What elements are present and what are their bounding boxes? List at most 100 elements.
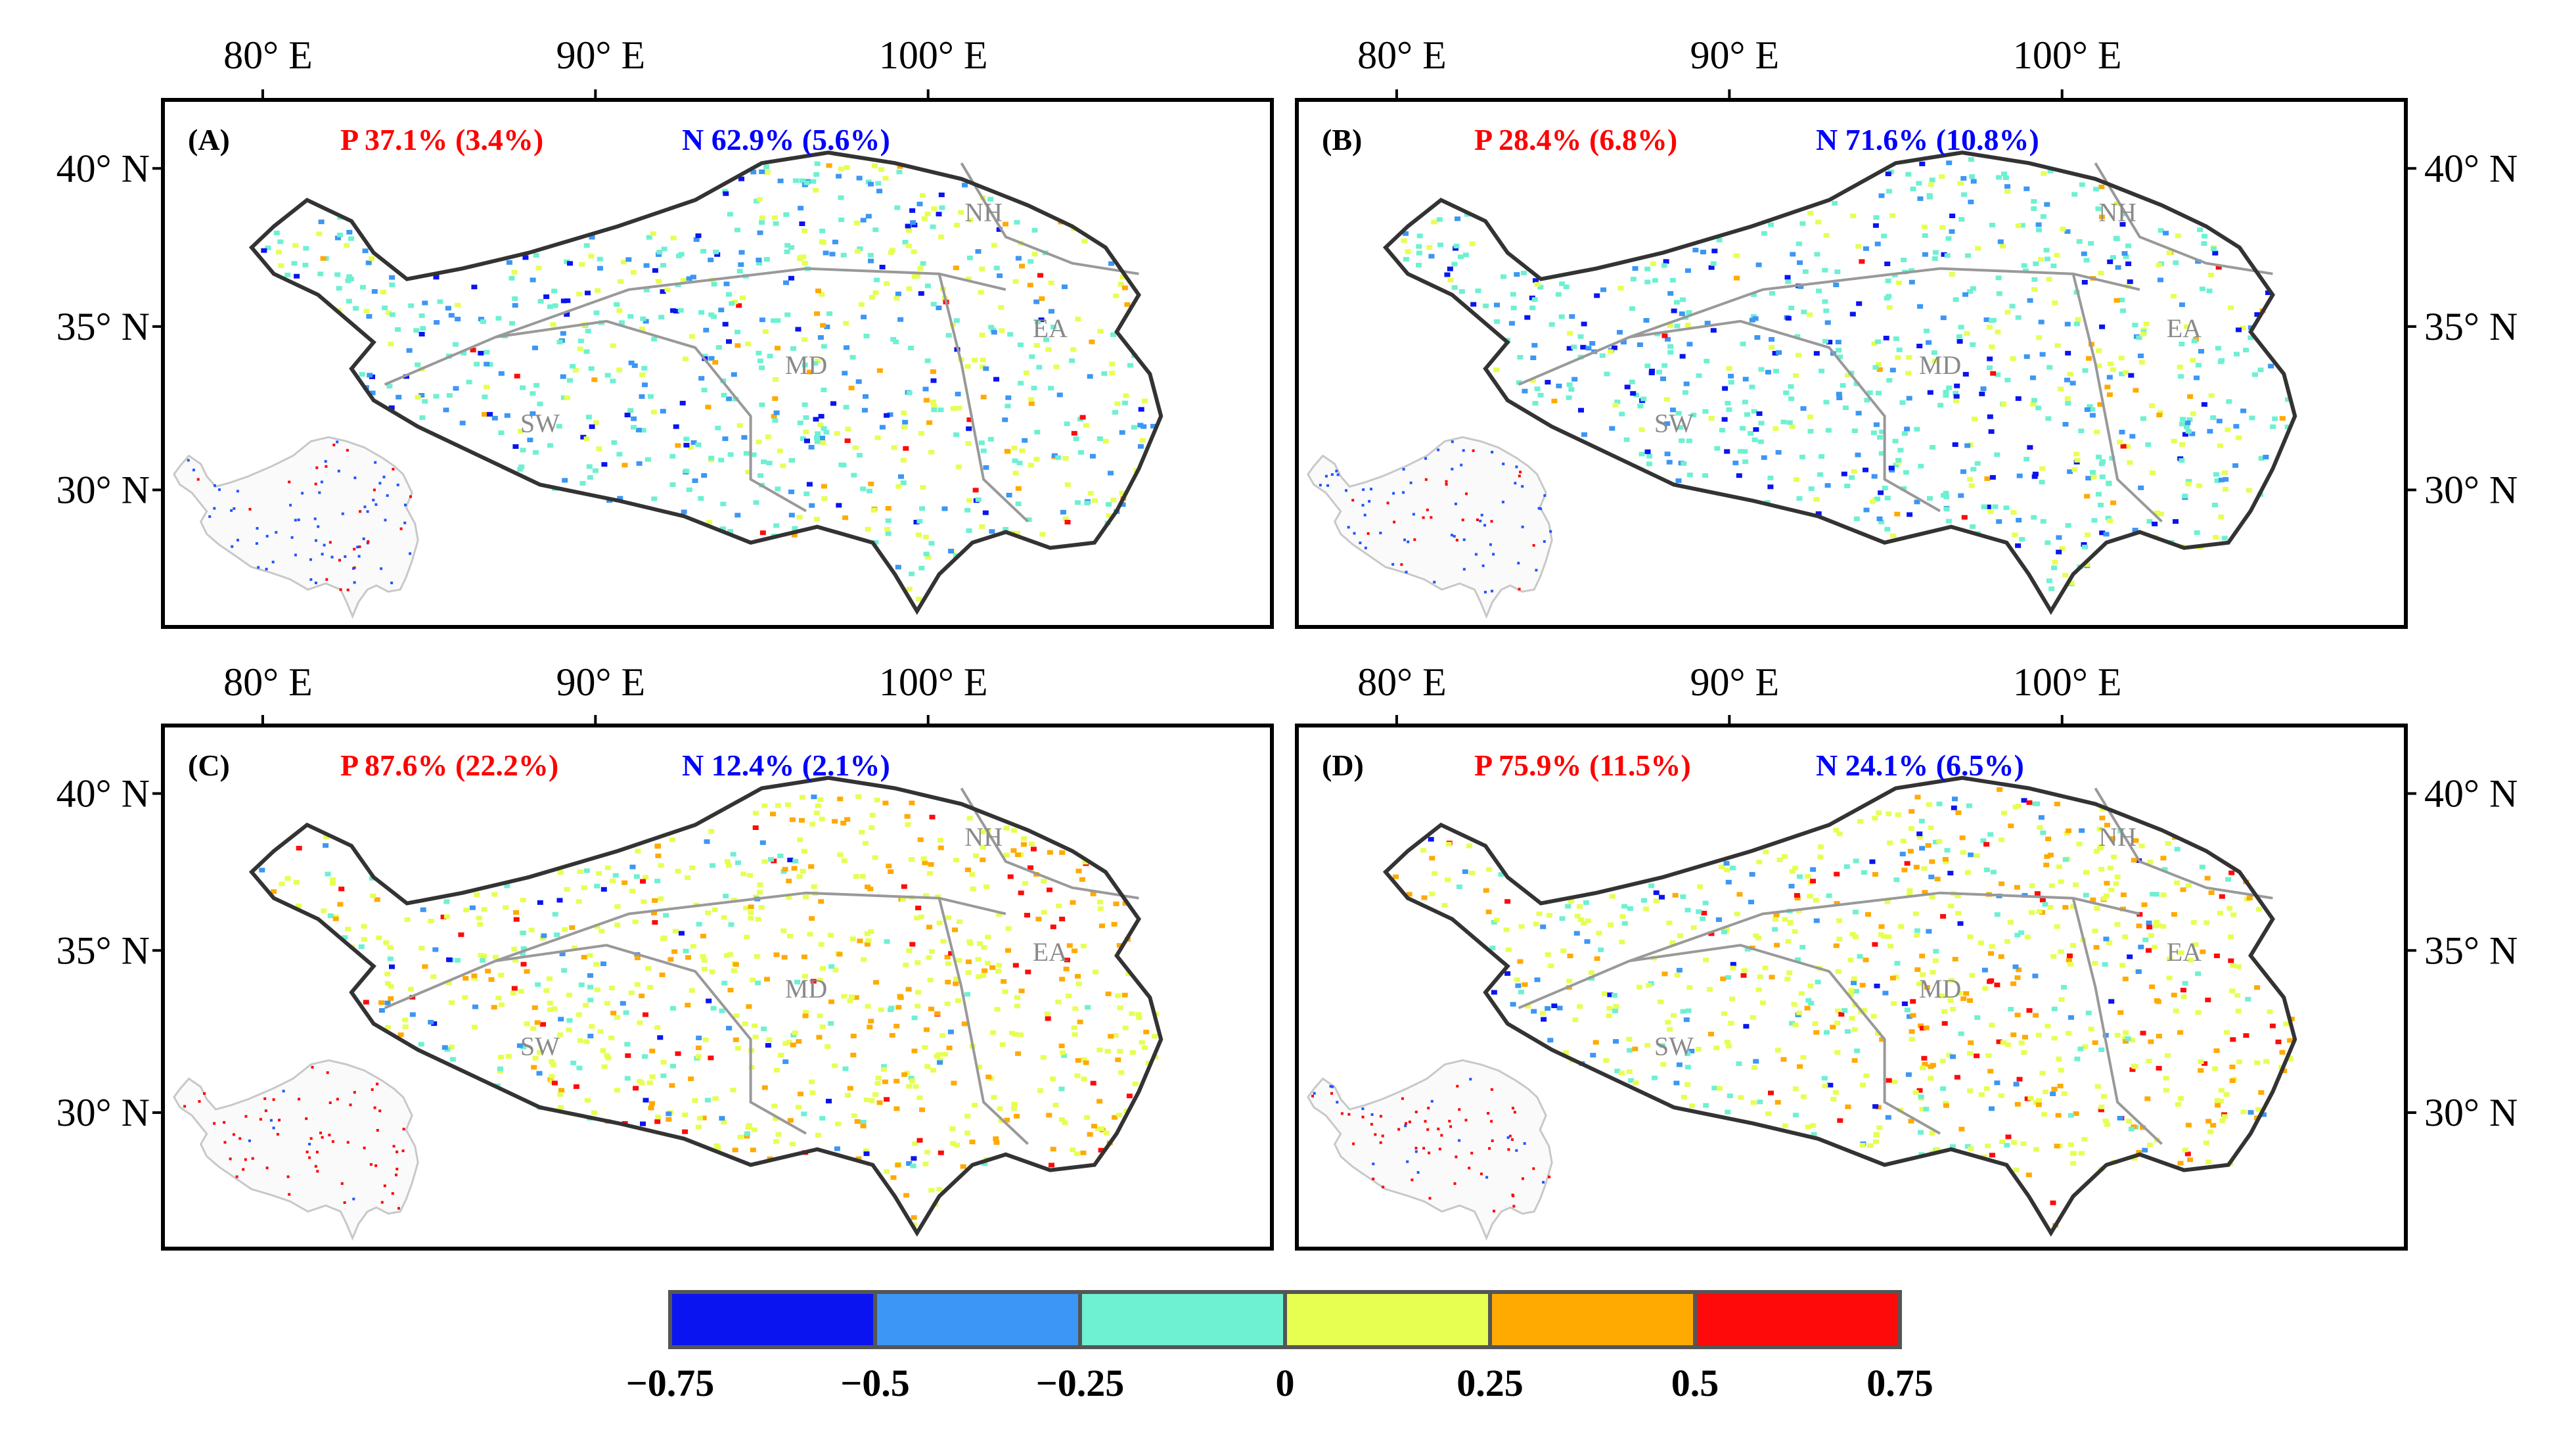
map-pixel: [1866, 390, 1873, 396]
map-pixel: [1785, 315, 1792, 321]
map-pixel: [1003, 526, 1009, 532]
map-pixel: [901, 1072, 908, 1077]
map-pixel: [991, 242, 997, 248]
map-pixel: [1922, 1062, 1928, 1067]
map-pixel: [763, 257, 770, 262]
map-pixel: [1921, 866, 1928, 871]
panel-label: (A): [188, 123, 230, 156]
map-pixel: [1127, 363, 1133, 368]
map-pixel: [790, 1042, 796, 1048]
map-pixel: [1491, 990, 1497, 995]
colorbar-tick-label: 0.75: [1866, 1362, 1933, 1404]
map-pixel: [520, 946, 527, 951]
map-pixel: [2066, 957, 2072, 963]
map-pixel: [923, 551, 930, 557]
map-pixel: [884, 1097, 890, 1102]
map-pixel: [1768, 222, 1774, 227]
region-boundary: [1518, 319, 1941, 513]
map-pixel: [1700, 250, 1706, 254]
map-pixel: [2110, 255, 2117, 260]
inset-pixel: [402, 1128, 405, 1131]
map-pixel: [532, 345, 538, 350]
map-pixel: [334, 235, 341, 241]
colorbar-tick-label: 0.5: [1671, 1362, 1719, 1404]
map-pixel: [731, 968, 737, 973]
map-pixel: [1895, 457, 1902, 463]
inset-pixel: [1451, 467, 1454, 471]
map-pixel: [1886, 378, 1893, 383]
map-pixel: [2070, 943, 2077, 948]
map-pixel: [1943, 393, 1949, 398]
inset-pixel: [1379, 532, 1382, 534]
map-pixel: [2136, 335, 2142, 340]
map-pixel: [782, 1059, 789, 1065]
map-pixel: [2190, 920, 2197, 925]
map-pixel: [809, 1079, 815, 1084]
map-pixel: [284, 876, 291, 881]
map-pixel: [2119, 297, 2125, 302]
map-pixel: [1708, 931, 1715, 936]
map-pixel: [1666, 920, 1673, 925]
map-pixel: [1494, 319, 1501, 324]
inset-pixel: [321, 553, 324, 556]
map-pixel: [547, 1007, 554, 1012]
map-pixel: [259, 867, 265, 873]
map-pixel: [715, 425, 721, 430]
map-pixel: [556, 340, 563, 344]
map-pixel: [804, 438, 810, 444]
map-pixel: [1426, 245, 1433, 250]
map-pixel: [2097, 402, 2104, 407]
map-pixel: [2013, 1167, 2020, 1172]
map-pixel: [1702, 473, 1709, 478]
map-pixel: [1633, 1080, 1639, 1086]
map-pixel: [428, 1019, 434, 1025]
map-pixel: [958, 210, 964, 215]
map-pixel: [1895, 812, 1901, 818]
map-pixel: [1888, 465, 1895, 471]
map-pixel: [1968, 199, 1974, 204]
map-pixel: [2021, 263, 2027, 268]
map-pixel: [1896, 280, 1902, 285]
map-pixel: [649, 1074, 656, 1079]
inset-pixel: [1362, 488, 1365, 492]
map-pixel: [755, 917, 761, 922]
map-pixel: [2038, 815, 2045, 820]
map-pixel: [415, 362, 421, 367]
latitude-label: 35° N: [56, 929, 150, 972]
map-pixel: [2138, 843, 2145, 848]
map-pixel: [1744, 412, 1750, 417]
longitude-label: 80° E: [223, 660, 313, 704]
map-pixel: [1874, 241, 1881, 246]
map-pixel: [1783, 390, 1790, 396]
map-pixel: [1037, 1088, 1043, 1094]
map-pixel: [1658, 1000, 1664, 1004]
map-pixel: [787, 1118, 794, 1123]
inset-pixel: [1324, 474, 1328, 478]
map-pixel: [383, 940, 390, 945]
map-pixel: [1800, 1094, 1807, 1099]
map-pixel: [614, 922, 621, 927]
map-pixel: [296, 846, 302, 851]
map-pixel: [675, 1051, 681, 1056]
map-pixel: [604, 1001, 610, 1006]
map-pixel: [745, 1124, 752, 1130]
map-pixel: [2074, 457, 2081, 463]
map-pixel: [1441, 903, 1448, 908]
map-pixel: [2199, 287, 2205, 292]
map-pixel: [1719, 864, 1725, 869]
map-pixel: [1055, 455, 1062, 460]
map-pixel: [773, 1139, 779, 1144]
map-pixel: [2160, 856, 2167, 861]
inset-pixel: [223, 1141, 227, 1144]
map-pixel: [539, 936, 546, 941]
map-pixel: [906, 390, 913, 396]
map-pixel: [1946, 1052, 1953, 1057]
map-pixel: [1792, 865, 1798, 871]
map-pixel: [906, 948, 913, 954]
map-pixel: [2081, 280, 2088, 285]
map-pixel: [915, 990, 922, 995]
map-pixel: [1633, 392, 1640, 398]
map-pixel: [916, 201, 923, 206]
map-pixel: [2045, 540, 2051, 545]
map-pixel: [1769, 336, 1774, 342]
